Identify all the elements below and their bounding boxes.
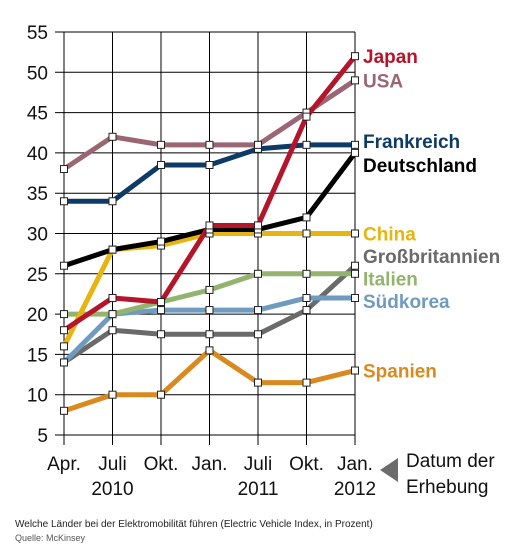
data-point [351,293,359,302]
legend-label: Spanien [363,362,437,383]
data-point [205,160,214,169]
data-point [60,342,68,351]
legend-label: Italien [363,270,418,291]
data-point [351,269,359,278]
x-axis-ticks: Apr. Juli Okt. Jan. Juli Okt. Jan. [47,454,373,475]
data-point [302,140,311,149]
x-tick-label: Okt. [144,454,179,475]
legend: Japan USA Frankreich Deutschland ChinaGroßbr… [363,47,500,382]
data-point [108,197,117,206]
data-point [302,112,311,121]
data-point [157,306,165,315]
data-point [205,306,214,315]
data-point [60,165,68,174]
data-point [254,306,262,315]
data-point [60,261,68,270]
year-label: 2010 [91,479,133,500]
x-tick-label: Jan. [337,454,373,475]
y-tick-label: 40 [27,144,48,165]
data-point [60,326,68,335]
data-point [108,326,117,335]
y-tick-label: 20 [27,305,48,326]
data-point [205,140,214,149]
data-point [157,330,165,339]
data-point [351,148,359,157]
data-point [351,229,359,238]
legend-label: Frankreich [363,132,460,153]
chart-caption: Welche Länder bei der Elektromobilität f… [15,519,373,530]
year-labels: 2010 2011 2012 [91,479,376,500]
data-point [108,293,117,302]
x-tick-label: Okt. [289,454,324,475]
x-tick-label: Apr. [47,454,81,475]
data-point [302,269,311,278]
data-point [60,358,68,367]
data-point [351,366,359,375]
data-point [351,140,359,149]
chart-source: Quelle: McKinsey [15,533,86,543]
data-point [302,229,311,238]
data-point [351,52,359,61]
legend-label: China [363,225,416,246]
x-tick-label: Juli [98,454,127,475]
data-point [205,330,214,339]
y-tick-label: 55 [27,23,48,44]
data-point [351,261,359,270]
data-point [108,132,117,141]
legend-label: Japan [363,47,418,68]
data-point [302,293,311,302]
data-point [60,197,68,206]
legend-label: Südkorea [363,292,450,313]
data-point [254,221,262,230]
data-point [302,306,311,315]
y-tick-label: 15 [27,345,48,366]
y-tick-label: 25 [27,265,48,286]
arrow-left-icon [380,458,398,482]
data-point [205,285,214,294]
line-chart: 5 10 15 20 25 30 35 40 45 50 55 Apr. Juli Okt. Jan. Ju… [27,23,500,500]
data-point [157,140,165,149]
data-point [60,406,68,415]
data-point [108,310,117,319]
data-point [351,76,359,85]
y-tick-label: 10 [27,386,48,407]
data-point [60,310,68,319]
y-tick-label: 35 [27,184,48,205]
y-tick-label: 50 [27,63,48,84]
x-axis-note-line-1: Datum der [406,451,495,472]
data-point [254,378,262,387]
data-point [302,213,311,222]
data-point [254,140,262,149]
data-point [108,245,117,254]
legend-label: USA [363,71,403,92]
year-label: 2012 [334,479,376,500]
data-point [157,237,165,246]
y-tick-label: 45 [27,104,48,125]
data-point [302,378,311,387]
y-tick-label: 5 [37,426,48,447]
legend-label: Großbritannien [363,247,500,268]
x-tick-label: Jan. [192,454,228,475]
data-point [205,221,214,230]
data-point [108,390,117,399]
legend-label: Deutschland [363,156,477,177]
data-point [157,390,165,399]
data-point [254,269,262,278]
data-point [254,330,262,339]
data-point [205,346,214,355]
x-tick-label: Juli [244,454,273,475]
x-axis-note: Datum der Erhebung [380,451,495,498]
data-point [157,160,165,169]
series-markers [60,52,359,415]
y-axis-ticks: 5 10 15 20 25 30 35 40 45 50 55 [27,23,48,447]
y-tick-label: 30 [27,225,48,246]
year-label: 2011 [238,479,279,500]
x-axis-note-line-2: Erhebung [406,477,488,498]
data-point [157,298,165,307]
